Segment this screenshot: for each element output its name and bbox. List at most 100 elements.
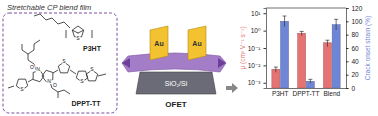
- bar: [332, 25, 340, 88]
- plot-frame: [266, 8, 346, 9]
- bar: [281, 21, 289, 88]
- film-label: Stretchable CP blend film: [7, 3, 91, 12]
- y-tick: 10⁻¹: [248, 45, 266, 52]
- y2-tick-mark: [346, 75, 349, 76]
- hexyl-chain: [34, 14, 70, 28]
- y2-tick: 40: [346, 58, 359, 65]
- y-tick: 10⁻³: [248, 79, 266, 86]
- error-bar: [283, 16, 287, 27]
- electrode-label: Au: [192, 40, 201, 47]
- error-bar-stem: [327, 40, 328, 46]
- bar: [298, 33, 306, 88]
- p3ht-structure: SP3HT: [34, 14, 102, 52]
- error-bar: [325, 40, 329, 46]
- structure-panel: Stretchable CP blend filmSP3HTONNOSSSSDP…: [3, 3, 117, 113]
- y-axis: 10⁻³ 10⁻² 10⁻¹ 10⁰ 10¹: [248, 9, 267, 89]
- error-bar-cap: [325, 40, 329, 41]
- alkyl-chain: [58, 90, 70, 94]
- bar: [323, 43, 331, 88]
- atom-label: S: [76, 35, 80, 41]
- alkyl-chain: [50, 82, 58, 98]
- alkyl-chain: [28, 40, 40, 54]
- y2-tick: 60: [346, 45, 359, 52]
- error-bar: [274, 67, 278, 72]
- y-tick-label: 10⁻²: [248, 62, 262, 69]
- y-tick-mark: [264, 65, 267, 66]
- y2-axis-title: Crack onset strain (%): [364, 16, 372, 80]
- backbone-bond: [72, 30, 78, 33]
- dpptt-structure: ONNOSSSSDPPT-TT: [8, 40, 106, 107]
- x-axis: P3HTDPPT-TT Blend: [267, 88, 347, 97]
- x-tick-label: DPPT-TT: [292, 90, 319, 97]
- atom-label: O: [53, 82, 57, 88]
- atom-label: S: [80, 78, 84, 84]
- atom-label: S: [62, 58, 66, 64]
- y2-tick: 120: [346, 5, 363, 12]
- substrate-label: SiO₂/Si: [165, 80, 188, 87]
- y2-tick-label: 60: [352, 45, 360, 52]
- flow-arrow: [226, 83, 238, 93]
- error-bar: [308, 79, 312, 83]
- stretch-arrow: [218, 58, 226, 68]
- y2-tick-label: 120: [352, 5, 363, 12]
- error-bar-stem: [336, 19, 337, 30]
- y2-tick-label: 100: [352, 18, 363, 25]
- stretch-arrow: [122, 58, 130, 68]
- x-tick-label: P3HT: [272, 90, 289, 97]
- y-tick-label: 10⁻³: [248, 79, 262, 86]
- error-bar-cap: [283, 16, 287, 17]
- y2-tick-label: 0: [352, 85, 356, 92]
- y-tick-mark: [264, 48, 267, 49]
- backbone-bond: [53, 70, 58, 73]
- y2-tick-mark: [346, 35, 349, 36]
- y2-tick-label: 20: [352, 71, 360, 78]
- error-bar-cap: [274, 67, 278, 68]
- error-bar-stem: [310, 79, 311, 83]
- y2-tick: 100: [346, 18, 363, 25]
- electrode-label: Au: [154, 40, 163, 47]
- figure: Stretchable CP blend filmSP3HTONNOSSSSDP…: [0, 0, 378, 116]
- error-bar-cap: [308, 79, 312, 80]
- bracket: [92, 30, 93, 38]
- atom-label: N: [36, 66, 40, 72]
- error-bar-stem: [301, 31, 302, 35]
- backbone-bond: [98, 74, 106, 76]
- atom-label: S: [20, 86, 24, 92]
- y2-tick-label: 80: [352, 31, 360, 38]
- y-axis-title: μ (cm² V⁻¹ s⁻¹): [239, 26, 247, 69]
- stretched-film: [122, 53, 226, 72]
- x-tick-label: Blend: [323, 90, 340, 97]
- polymer-name: DPPT-TT: [71, 100, 101, 107]
- x-tick: Blend: [323, 88, 340, 97]
- polymer-name: P3HT: [83, 45, 102, 52]
- y-tick: 10¹: [251, 10, 266, 17]
- y2-tick-mark: [346, 8, 349, 9]
- atom-label: N: [47, 78, 51, 84]
- device-label: OFET: [165, 100, 186, 109]
- chart: 10⁻³ 10⁻² 10⁻¹ 10⁰ 10¹ 0 20 40 60 80 100 120 P3HTDPP…: [239, 5, 372, 97]
- y-tick-mark: [264, 31, 267, 32]
- y-tick-mark: [264, 83, 267, 84]
- atom-label: O: [30, 64, 34, 70]
- error-bar-cap: [300, 31, 304, 32]
- y2-tick-mark: [346, 48, 349, 49]
- y2-axis: 0 20 40 60 80 100 120: [346, 5, 363, 92]
- x-tick: DPPT-TT: [292, 88, 319, 97]
- y-tick-label: 10⁰: [251, 27, 261, 34]
- film-box: [3, 13, 117, 113]
- error-bar-cap: [334, 19, 338, 20]
- y-tick: 10⁻²: [248, 62, 266, 69]
- y-tick-label: 10¹: [251, 10, 261, 17]
- y2-tick-mark: [346, 21, 349, 22]
- error-bar-stem: [284, 16, 285, 27]
- y2-tick: 80: [346, 31, 359, 38]
- backbone-bond: [70, 70, 76, 74]
- backbone-bond: [8, 86, 14, 88]
- y-tick-label: 10⁻¹: [248, 45, 262, 52]
- y-tick: 10⁰: [251, 27, 266, 34]
- error-bar-stem: [275, 67, 276, 72]
- atom-label: S: [90, 66, 94, 72]
- y2-tick-label: 40: [352, 58, 360, 65]
- axis-line: [347, 9, 349, 89]
- y2-tick: 0: [346, 85, 356, 92]
